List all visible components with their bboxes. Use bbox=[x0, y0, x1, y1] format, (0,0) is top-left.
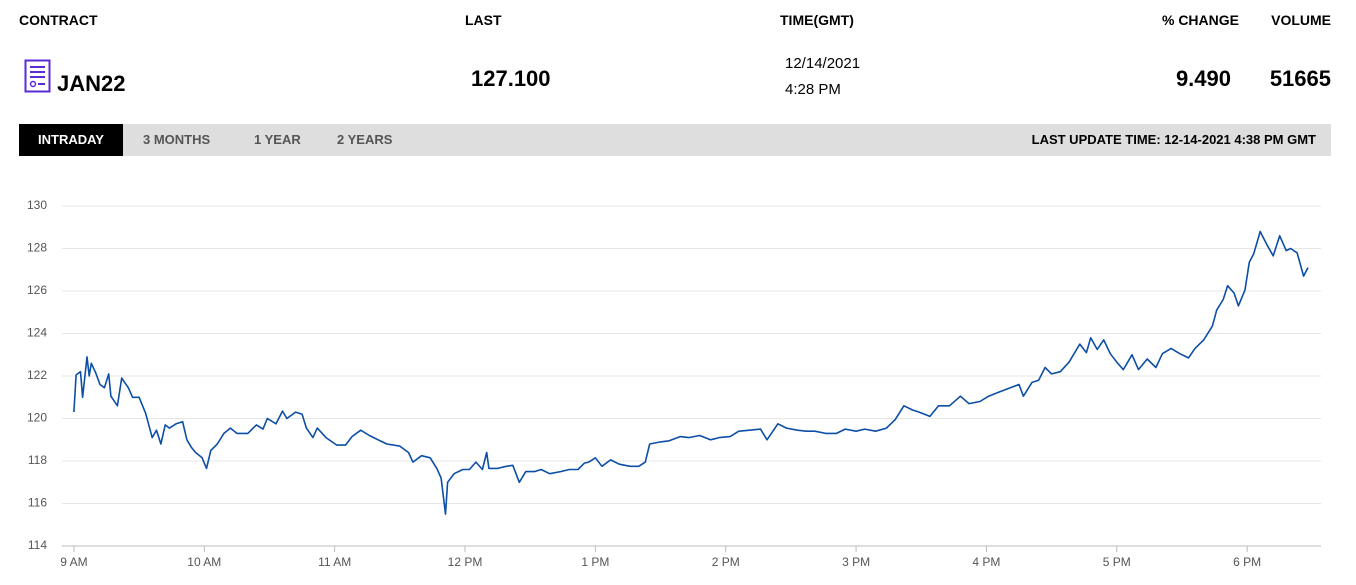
y-tick-label: 120 bbox=[27, 411, 47, 425]
tab[interactable]: 1 YEAR bbox=[254, 132, 301, 147]
tab[interactable]: 3 MONTHS bbox=[143, 132, 211, 147]
chart: 114 116 118 120 122 124 126 128 130 9 AM 10 AM 11 A… bbox=[27, 198, 1321, 569]
y-tick-label: 114 bbox=[28, 538, 47, 552]
y-tick-label: 116 bbox=[28, 496, 47, 510]
y-tick-label: 124 bbox=[27, 326, 47, 340]
price-line bbox=[73, 230, 1309, 515]
time: 4:28 PM bbox=[785, 81, 841, 98]
tab-bar: INTRADAY 3 MONTHS 1 YEAR 2 YEARS LAST UP… bbox=[19, 124, 1331, 156]
y-tick-label: 130 bbox=[27, 198, 47, 212]
x-tick-label: 12 PM bbox=[448, 555, 483, 569]
change-label: % CHANGE bbox=[1161, 12, 1239, 28]
x-tick-label: 4 PM bbox=[972, 555, 1000, 569]
x-tick-label: 6 PM bbox=[1233, 555, 1261, 569]
y-tick-label: 118 bbox=[28, 453, 47, 467]
x-tick-label: 10 AM bbox=[187, 555, 221, 569]
x-tick-label: 11 AM bbox=[318, 555, 351, 569]
contract: JAN22 bbox=[57, 71, 126, 96]
date: 12/14/2021 bbox=[785, 55, 861, 72]
volume-label: VOLUME bbox=[1271, 12, 1331, 28]
last-label: LAST bbox=[465, 12, 502, 28]
last: 127.100 bbox=[471, 66, 551, 91]
x-tick-label: 2 PM bbox=[712, 555, 740, 569]
x-tick-label: 3 PM bbox=[842, 555, 870, 569]
tab[interactable]: INTRADAY bbox=[19, 124, 123, 156]
contract-label: CONTRACT bbox=[19, 12, 98, 28]
contract-icon bbox=[24, 59, 51, 93]
last-update: LAST UPDATE TIME: 12-14-2021 4:38 PM GMT bbox=[1031, 132, 1316, 147]
change: 9.490 bbox=[1175, 66, 1231, 91]
x-tick-label: 1 PM bbox=[581, 555, 609, 569]
x-tick-label: 5 PM bbox=[1103, 555, 1131, 569]
time-label: TIME(GMT) bbox=[780, 12, 854, 28]
y-tick-label: 128 bbox=[27, 241, 47, 255]
tab[interactable]: 2 YEARS bbox=[337, 132, 393, 147]
y-tick-label: 122 bbox=[27, 368, 47, 382]
volume: 51665 bbox=[1269, 66, 1331, 91]
y-tick-label: 126 bbox=[27, 283, 47, 297]
x-tick-label: 9 AM bbox=[60, 555, 87, 569]
